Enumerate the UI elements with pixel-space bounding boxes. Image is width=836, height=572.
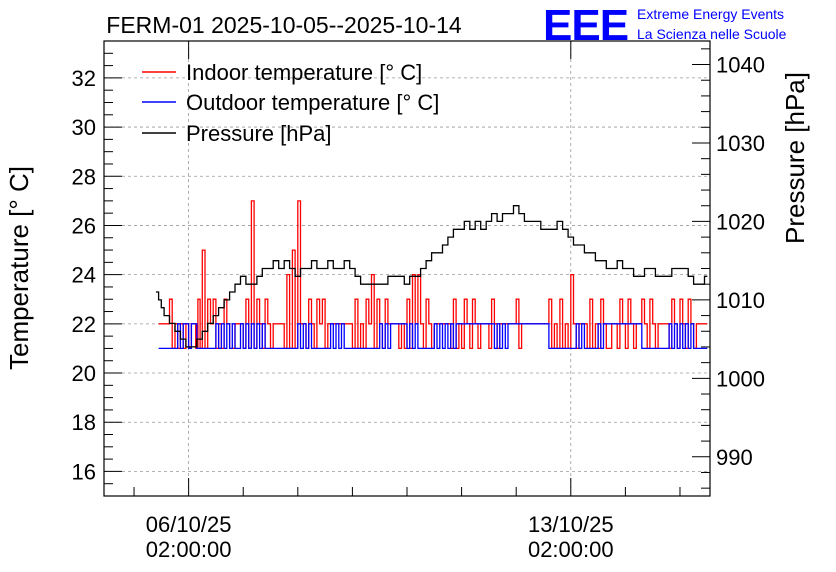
eee-logo: EEE Extreme Energy Events La Scienza nel… [543,1,787,50]
series-layer [155,200,708,350]
series-line-2 [155,205,708,348]
legend: Indoor temperature [° C] Outdoor tempera… [142,60,439,146]
legend-label-outdoor: Outdoor temperature [° C] [186,90,439,115]
series-line-1 [158,323,708,350]
eee-logo-mark: EEE [543,1,628,50]
chart-title: FERM-01 2025-10-05--2025-10-14 [106,12,462,38]
eee-logo-line1: Extreme Energy Events [637,6,784,22]
y-tick-label: 18 [72,410,96,435]
y-axis-label: Temperature [° C] [4,166,34,370]
y2-tick-label: 1040 [716,53,765,78]
y-tick-label: 28 [72,164,96,189]
legend-label-pressure: Pressure [hPa] [186,121,332,146]
y2-tick-label: 1010 [716,288,765,313]
y-tick-label: 16 [72,459,96,484]
y-axis-left: 16 18 20 22 24 26 28 30 32 [72,40,122,497]
x-tick-time: 02:00:00 [146,537,232,562]
x-tick-date: 06/10/25 [146,512,232,537]
y2-tick-label: 1030 [716,131,765,156]
y-axis-right: 990 1000 1010 1020 1030 1040 [692,48,765,489]
y2-tick-label: 1000 [716,366,765,391]
y2-tick-label: 1020 [716,209,765,234]
y-tick-label: 24 [72,263,96,288]
y-tick-label: 30 [72,115,96,140]
eee-logo-line2: La Scienza nelle Scuole [637,26,787,42]
y-tick-label: 20 [72,361,96,386]
y2-axis-label: Pressure [hPa] [780,72,810,244]
y-tick-label: 22 [72,312,96,337]
legend-label-indoor: Indoor temperature [° C] [186,60,422,85]
x-tick-date: 13/10/25 [528,512,614,537]
y-tick-label: 26 [72,213,96,238]
y2-tick-label: 990 [716,445,753,470]
y-tick-label: 32 [72,66,96,91]
x-tick-time: 02:00:00 [528,537,614,562]
